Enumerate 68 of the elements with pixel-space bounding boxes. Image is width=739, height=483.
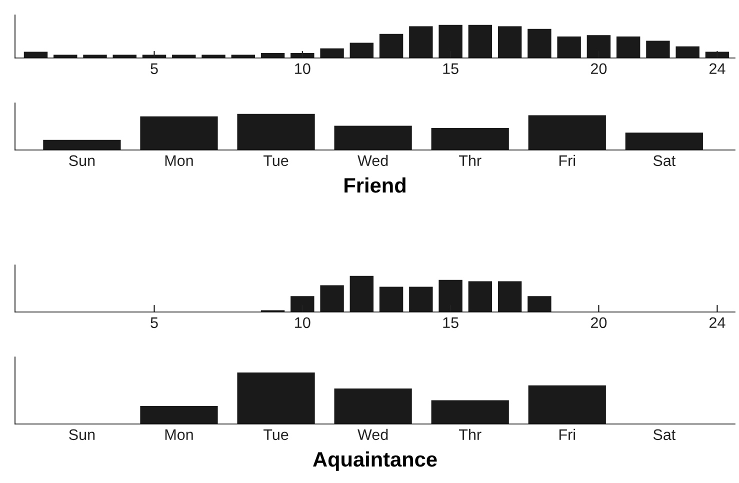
bar [172,54,196,58]
bar [498,26,522,58]
bar [676,46,700,58]
x-axis-title: Friend [344,177,406,193]
x-tick-label: 20 [590,63,607,74]
x-tick-label: Tue [263,429,288,440]
bar [616,36,640,58]
bar [350,42,374,58]
bar [438,280,462,312]
x-tick-label: Tue [263,155,288,166]
bar [379,286,404,312]
bar [646,40,670,58]
x-axis-title: Aquaintance [313,451,437,471]
x-tick-label: Mon [165,155,193,166]
bar [409,26,433,58]
bar [260,53,285,58]
bar [320,285,344,312]
bar [140,116,218,150]
bar [586,35,611,58]
bar [24,52,48,58]
bar [54,54,78,58]
x-tick-label: Sat [653,155,676,166]
bar [379,34,404,58]
bar [350,276,374,312]
bar [231,54,255,58]
bar [112,54,136,58]
x-tick-label: 20 [590,317,607,328]
bar [237,114,315,150]
bar [468,281,492,312]
x-tick-label: Fri [559,154,576,166]
bar [43,140,121,150]
x-tick-label: 24 [709,63,726,74]
x-tick-label: 5 [150,63,158,74]
x-tick-label: Wed [358,154,388,166]
bar [237,372,315,424]
x-tick-label: Fri [559,428,576,440]
bar [528,115,606,150]
x-tick-label: Mon [165,429,193,440]
bar [140,406,218,424]
x-tick-label: 15 [443,317,458,328]
bar [498,281,522,312]
x-tick-label: Thr [458,154,482,166]
bar [334,126,412,150]
x-tick-label: Thr [458,428,482,440]
bar [83,54,107,58]
x-tick-label: Sat [653,429,676,440]
x-tick-label: 10 [295,317,310,328]
bar [528,296,552,312]
x-tick-label: 15 [443,63,458,74]
bar [557,36,581,58]
x-tick-label: Sun [69,429,95,440]
bar [290,296,314,312]
x-tick-label: Wed [358,428,388,440]
bar [409,286,433,312]
bar [334,388,412,424]
bar [468,24,492,58]
bar [528,385,606,424]
bar [431,400,509,424]
x-tick-label: 10 [295,63,310,74]
x-tick-label: 5 [150,317,158,328]
bar [431,128,509,150]
x-tick-label: 24 [709,317,726,328]
bar [625,132,703,150]
bar [528,28,552,58]
x-tick-label: Sun [69,155,95,166]
bar [202,54,226,58]
bar [438,24,462,58]
bar [320,48,344,58]
